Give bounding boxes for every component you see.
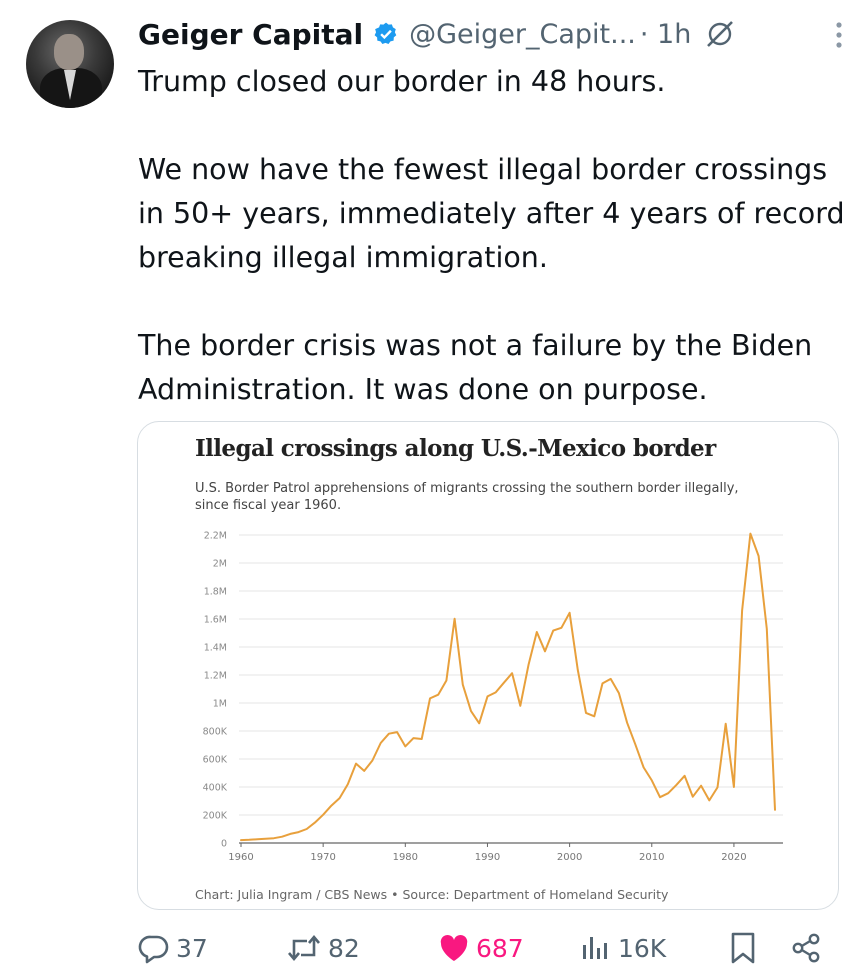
like-count: 687 [476,933,524,963]
chart-source: Chart: Julia Ingram / CBS News • Source:… [195,887,669,902]
reply-button[interactable]: 37 [138,928,208,968]
y-tick-label: 800K [203,727,228,738]
user-handle[interactable]: @Geiger_Capit... [409,18,636,50]
y-tick-label: 1M [213,699,227,710]
repost-count: 82 [328,933,360,963]
reply-count: 37 [176,933,208,963]
x-tick-label: 2000 [557,852,582,863]
y-tick-label: 0 [221,839,227,850]
chart-title: Illegal crossings along U.S.-Mexico bord… [195,435,716,462]
views-button[interactable]: 16K [580,928,666,968]
x-tick-label: 1990 [475,852,500,863]
x-tick-label: 1960 [228,852,253,863]
grok-icon[interactable] [705,19,735,49]
y-tick-label: 2M [213,559,227,570]
y-tick-label: 1.8M [204,587,227,598]
x-tick-label: 2010 [639,852,664,863]
like-icon [440,935,468,961]
reply-icon [138,935,169,964]
media-card[interactable]: Illegal crossings along U.S.-Mexico bord… [137,421,839,910]
display-name[interactable]: Geiger Capital [138,17,364,51]
y-tick-label: 200K [203,811,228,822]
line-chart: 0 200K 400K 600K 800K 1M 1.2M 1.4M 1.6M 1.8M 2M 2.2… [203,531,783,863]
tweet-header: Geiger Capital @Geiger_Capit... · 1h [138,14,844,54]
action-bar: 37 82 687 16K [0,928,864,968]
like-button[interactable]: 687 [438,928,524,968]
y-tick-label: 600K [203,755,228,766]
x-tick-label: 1970 [310,852,335,863]
views-icon [583,937,607,959]
views-count: 16K [618,933,667,963]
y-tick-label: 2.2M [204,531,227,542]
chart-subtitle: U.S. Border Patrol apprehensions of migr… [195,481,739,513]
bookmark-icon [731,932,755,964]
verified-badge-icon [374,22,397,44]
repost-button[interactable]: 82 [286,928,360,968]
avatar[interactable] [26,20,114,108]
bookmark-button[interactable] [730,928,762,968]
tweet-text: Trump closed our border in 48 hours. We … [138,65,845,406]
share-button[interactable] [790,928,828,968]
x-tick-label: 2020 [721,852,746,863]
timestamp[interactable]: · 1h [639,18,692,50]
more-icon[interactable] [834,20,844,50]
y-tick-label: 400K [203,783,228,794]
x-tick-label: 1980 [393,852,418,863]
y-tick-label: 1.6M [204,615,227,626]
y-tick-label: 1.4M [204,643,227,654]
y-tick-label: 1.2M [204,671,227,682]
series-line [240,532,776,842]
repost-icon [288,934,320,962]
share-icon [792,933,820,963]
